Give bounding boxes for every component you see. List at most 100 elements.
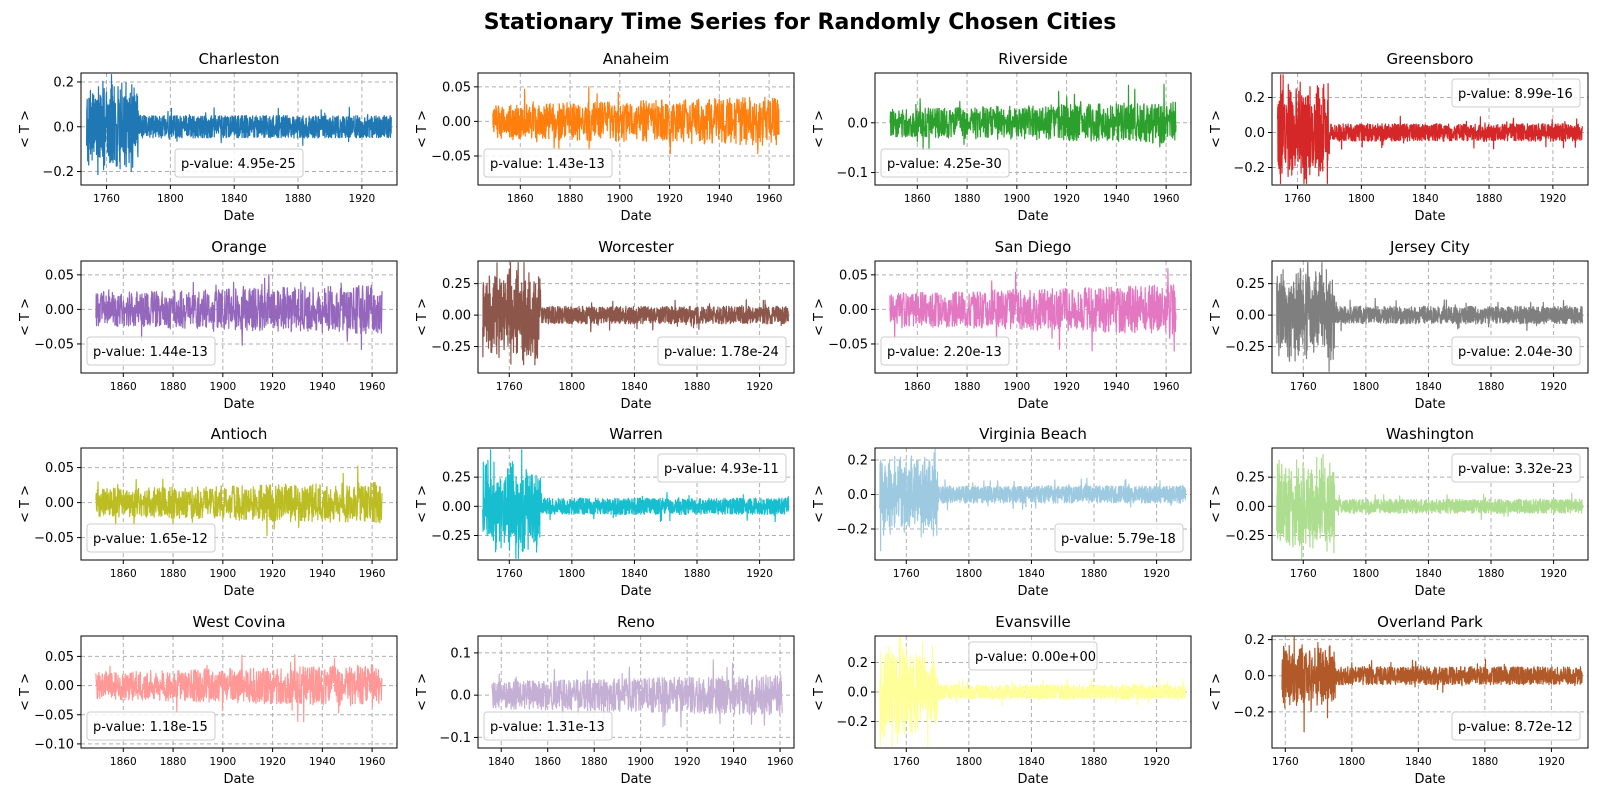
subplot-riverside: 1860 1880 1900 1920 1940 1960 −0.1 0.0 Riverside… — [812, 50, 1192, 224]
y-tick-label: −0.2 — [1233, 161, 1265, 176]
x-tick-label: 1900 — [209, 568, 236, 580]
pvalue-legend-box — [880, 148, 1010, 178]
y-tick-label: 0.0 — [847, 686, 868, 701]
x-tick-label: 1900 — [209, 381, 236, 393]
y-tick-label: −0.25 — [431, 529, 471, 544]
y-tick-label: −0.05 — [828, 337, 868, 352]
axes-frame — [477, 447, 795, 561]
axes-frame — [477, 635, 795, 749]
pvalue-legend-box — [86, 336, 216, 366]
subplot-title: Washington — [1386, 425, 1474, 443]
x-tick-label: 1920 — [259, 568, 286, 580]
x-tick-label: 1760 — [1272, 756, 1299, 768]
x-tick-label: 1840 — [1018, 568, 1045, 580]
x-tick-label: 1920 — [1053, 193, 1080, 205]
subplot-jersey-city: 1760 1800 1840 1880 1920 −0.25 0.00 0.25 Jersey … — [1209, 238, 1589, 412]
axes-frame — [1271, 635, 1589, 749]
y-tick-label: 0.0 — [847, 116, 868, 131]
x-tick-label: 1880 — [1478, 568, 1505, 580]
series-line — [492, 86, 780, 155]
x-tick-label: 1920 — [1143, 756, 1170, 768]
axes-frame — [1271, 72, 1589, 186]
y-tick-label: −0.05 — [34, 337, 74, 352]
y-tick-label: 0.00 — [1236, 500, 1265, 515]
x-axis-label: Date — [223, 772, 254, 787]
y-tick-label: −0.2 — [1233, 705, 1265, 720]
y-tick-label: 0.25 — [442, 471, 471, 486]
series-line — [1276, 453, 1584, 559]
x-tick-label: 1840 — [221, 193, 248, 205]
pvalue-legend-box — [1451, 711, 1581, 741]
x-tick-label: 1880 — [954, 193, 981, 205]
series-line — [95, 465, 383, 537]
x-tick-label: 1860 — [110, 381, 137, 393]
subplot-title: Anaheim — [603, 50, 669, 68]
x-tick-label: 1920 — [259, 381, 286, 393]
x-tick-label: 1940 — [706, 193, 733, 205]
x-tick-label: 1920 — [674, 756, 701, 768]
x-tick-label: 1880 — [1472, 756, 1499, 768]
x-tick-label: 1860 — [904, 193, 931, 205]
y-tick-label: −0.2 — [836, 522, 868, 537]
x-axis-label: Date — [620, 397, 651, 412]
y-tick-label: 0.05 — [45, 461, 74, 476]
x-tick-label: 1960 — [767, 756, 794, 768]
series-line — [482, 449, 790, 559]
x-axis-label: Date — [620, 772, 651, 787]
y-axis-label: < T > — [415, 673, 430, 711]
subplot-west-covina: 1860 1880 1900 1920 1940 1960 −0.10 −0.05 0.00 0.… — [18, 613, 398, 787]
series-line — [1281, 636, 1583, 733]
x-tick-label: 1760 — [496, 381, 523, 393]
x-tick-label: 1840 — [488, 756, 515, 768]
subplot-title: Evansville — [995, 613, 1070, 631]
x-tick-label: 1880 — [684, 568, 711, 580]
series-line — [879, 448, 1187, 552]
x-tick-label: 1880 — [285, 193, 312, 205]
pvalue-legend-box — [86, 711, 216, 741]
pvalue-label: p-value: 1.31e-13 — [490, 720, 605, 735]
pvalue-label: p-value: 5.79e-18 — [1061, 532, 1176, 547]
x-tick-label: 1960 — [1153, 381, 1180, 393]
x-tick-label: 1760 — [496, 568, 523, 580]
pvalue-legend-box — [968, 641, 1098, 671]
x-axis-label: Date — [1017, 209, 1048, 224]
x-tick-label: 1800 — [558, 568, 585, 580]
subplot-virginia-beach: 1760 1800 1840 1880 1920 −0.2 0.0 0.2 Virginia B… — [812, 425, 1192, 599]
y-tick-label: −0.1 — [439, 731, 471, 746]
x-tick-label: 1840 — [1412, 193, 1439, 205]
x-tick-label: 1860 — [534, 756, 561, 768]
y-tick-label: 0.2 — [53, 75, 74, 90]
subplot-evansville: 1760 1800 1840 1880 1920 −0.2 0.0 0.2 Evansville… — [812, 613, 1192, 787]
subplot-title: Virginia Beach — [979, 425, 1087, 443]
y-axis-label: < T > — [18, 298, 33, 336]
x-tick-label: 1860 — [110, 568, 137, 580]
pvalue-legend-box — [880, 336, 1010, 366]
y-tick-label: 0.25 — [1236, 471, 1265, 486]
series-line — [1276, 262, 1584, 372]
x-axis-label: Date — [223, 584, 254, 599]
x-tick-label: 1920 — [746, 381, 773, 393]
pvalue-label: p-value: 1.78e-24 — [664, 345, 779, 360]
x-axis-label: Date — [620, 584, 651, 599]
x-tick-label: 1800 — [1338, 756, 1365, 768]
y-axis-label: < T > — [415, 110, 430, 148]
y-axis-label: < T > — [18, 485, 33, 523]
axes-frame — [1271, 447, 1589, 561]
series-line — [95, 274, 383, 350]
y-tick-label: 0.05 — [442, 80, 471, 95]
x-tick-label: 1940 — [1103, 381, 1130, 393]
subplot-san-diego: 1860 1880 1900 1920 1940 1960 −0.05 0.00 0.05 San… — [812, 238, 1192, 412]
x-tick-label: 1880 — [1478, 381, 1505, 393]
y-tick-label: 0.00 — [1236, 309, 1265, 324]
y-tick-label: −0.10 — [34, 737, 74, 752]
pvalue-label: p-value: 1.18e-15 — [93, 720, 208, 735]
pvalue-label: p-value: 8.72e-12 — [1458, 720, 1573, 735]
y-axis-label: < T > — [812, 298, 827, 336]
pvalue-label: p-value: 8.99e-16 — [1458, 87, 1573, 102]
subplot-charleston: 1760 1800 1840 1880 1920 −0.2 0.0 0.2 Charleston… — [18, 50, 398, 224]
x-axis-label: Date — [1414, 397, 1445, 412]
axes-frame — [80, 635, 398, 749]
pvalue-legend-box — [1054, 523, 1184, 553]
x-tick-label: 1800 — [558, 381, 585, 393]
